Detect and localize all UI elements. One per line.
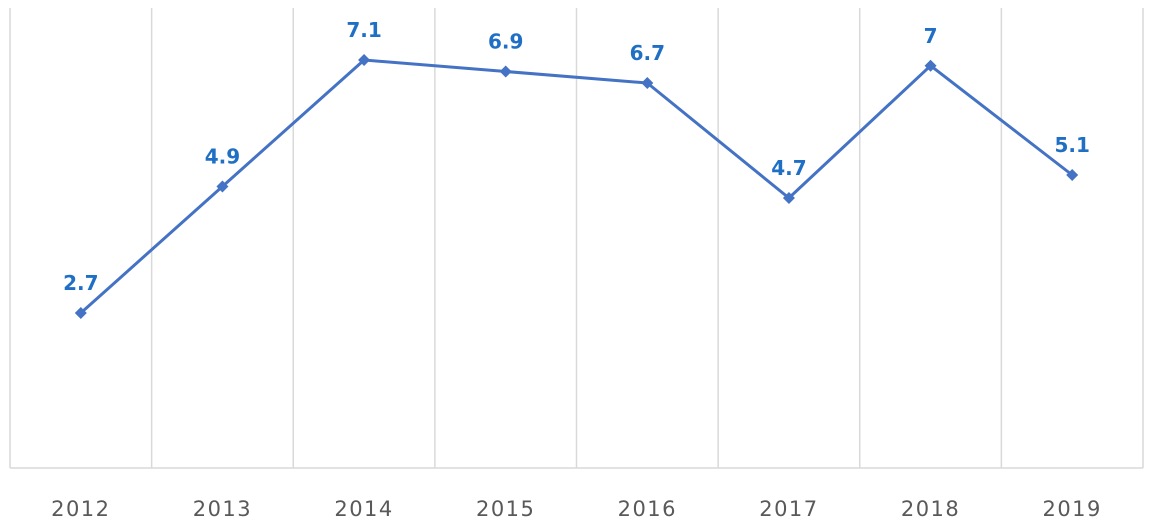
x-tick-label-2014: 2014 [334, 497, 393, 521]
x-tick-label-2015: 2015 [476, 497, 535, 521]
data-labels: 2.7 4.9 7.1 6.9 6.7 4.7 7 5.1 [63, 18, 1090, 295]
data-label-2015: 6.9 [488, 30, 523, 54]
series-polyline [79, 58, 1074, 315]
data-label-2016: 6.7 [630, 41, 665, 65]
x-tick-label-2019: 2019 [1042, 497, 1101, 521]
x-tick-label-2012: 2012 [51, 497, 110, 521]
x-tick-label-2016: 2016 [618, 497, 677, 521]
data-label-2019: 5.1 [1054, 133, 1089, 157]
data-point-2012 [74, 307, 87, 319]
data-point-2014 [358, 54, 371, 66]
x-tick-label-2013: 2013 [193, 497, 252, 521]
data-point-2013 [216, 180, 229, 193]
x-tick-labels: 2012 2013 2014 2015 2016 2017 2018 2019 [51, 497, 1101, 521]
data-label-2014: 7.1 [346, 18, 381, 42]
data-point-2016 [641, 77, 654, 89]
data-point-2019 [1066, 169, 1079, 181]
data-label-2013: 4.9 [205, 145, 240, 169]
data-point-2018 [924, 59, 937, 72]
data-point-2015 [499, 65, 512, 78]
data-point-2017 [782, 192, 795, 204]
x-tick-label-2017: 2017 [759, 497, 818, 521]
gridlines [9, 8, 1144, 468]
series-markers [74, 54, 1079, 319]
data-label-2018: 7 [924, 24, 938, 48]
data-label-2017: 4.7 [771, 156, 806, 180]
data-label-2012: 2.7 [63, 271, 98, 295]
series-line [79, 58, 1074, 315]
x-tick-label-2018: 2018 [901, 497, 960, 521]
